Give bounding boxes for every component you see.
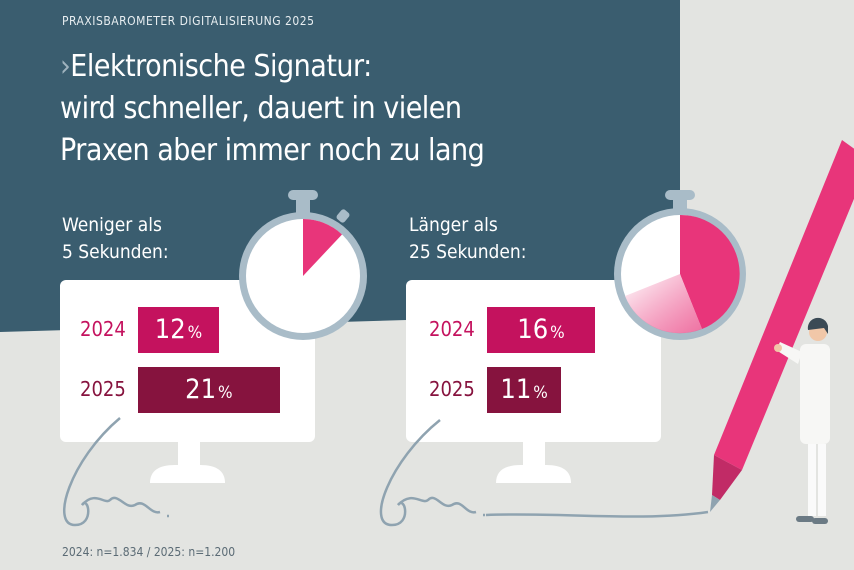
bar-unit-label: % [533, 383, 548, 403]
chart-right-title-line-2: 25 Sekunden: [409, 241, 527, 263]
chart-left-title: Weniger als 5 Sekunden: [62, 212, 169, 266]
bar-value-label: 12 [154, 314, 186, 345]
category-label: 2025 [429, 377, 475, 401]
category-label: 2024 [429, 317, 475, 341]
monitor-right [406, 280, 661, 483]
footnote: 2024: n=1.834 / 2025: n=1.200 [62, 545, 236, 559]
page-title: ›Elektronische Signatur: wird schneller,… [60, 46, 485, 172]
title-line-1: Elektronische Signatur: [70, 49, 372, 84]
signature-left [63, 417, 169, 527]
category-label: 2025 [80, 377, 126, 401]
bar-2024: 12% [138, 307, 219, 353]
bar-unit-label: % [550, 323, 565, 343]
bar-2024: 16% [487, 307, 595, 353]
stopwatch-left-wedge [303, 219, 343, 276]
bar-value-label: 16 [517, 314, 549, 345]
title-line-3: Praxen aber immer noch zu lang [60, 133, 485, 168]
bar-2025: 11% [487, 367, 562, 413]
bar-value-label: 11 [500, 374, 532, 405]
stopwatch-left [239, 190, 367, 340]
category-label: 2024 [80, 317, 126, 341]
chart-right-title-line-1: Länger als [409, 214, 498, 236]
doctor-illustration [774, 317, 830, 524]
pen-illustration [485, 140, 854, 518]
signature-right [379, 419, 485, 527]
title-line-2: wird schneller, dauert in vielen [60, 91, 462, 126]
stopwatch-right [614, 190, 746, 340]
chart-left-title-line-2: 5 Sekunden: [62, 241, 169, 263]
bar-unit-label: % [187, 323, 203, 343]
bar-unit-label: % [218, 383, 233, 403]
header-panel [0, 0, 680, 332]
bar-value-label: 21 [185, 374, 217, 405]
kicker: PRAXISBAROMETER DIGITALISIERUNG 2025 [62, 14, 315, 28]
chevron-right-icon: › [60, 49, 71, 84]
chart-left-title-line-1: Weniger als [62, 214, 162, 236]
bar-2025: 21% [138, 367, 280, 413]
chart-right-title: Länger als 25 Sekunden: [409, 212, 527, 266]
